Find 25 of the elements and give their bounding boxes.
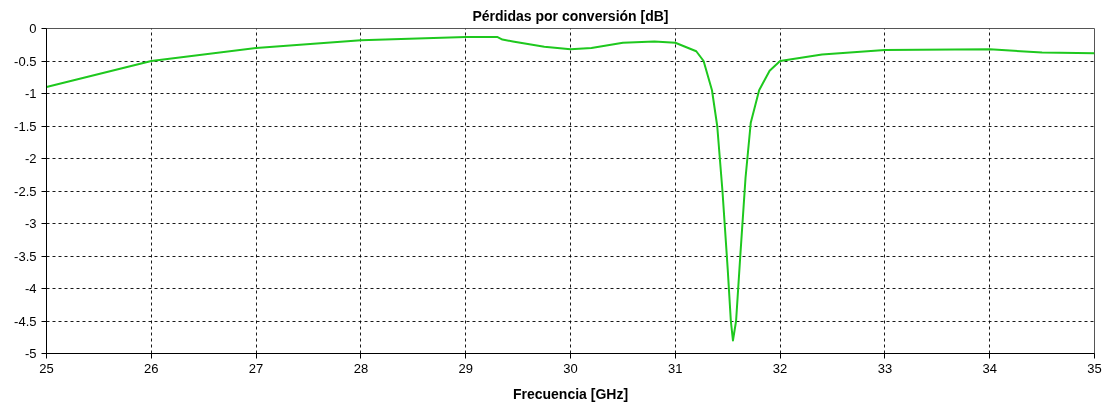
y-tick-label: -3.5: [14, 248, 37, 264]
y-tick-label: -3: [24, 216, 37, 231]
x-tick-label: 25: [39, 360, 54, 376]
x-tick-label: 26: [144, 360, 159, 376]
y-tick-label: -2.5: [14, 183, 37, 199]
y-tick-label: -0.5: [14, 53, 37, 69]
x-tick-label: 31: [668, 360, 683, 376]
x-tick-label: 34: [982, 360, 997, 376]
chart-title: Pérdidas por conversión [dB]: [472, 7, 669, 24]
x-tick-label: 33: [877, 360, 893, 376]
y-tick-label: 0: [29, 21, 37, 36]
x-tick-label: 27: [248, 360, 264, 376]
y-tick-label: -5: [24, 346, 37, 361]
x-tick-label: 28: [353, 360, 369, 376]
y-tick-label: -4: [24, 281, 37, 296]
x-tick-label: 30: [563, 360, 578, 376]
line-series: [46, 35, 1095, 342]
x-axis-title: Frecuencia [GHz]: [512, 385, 629, 402]
y-tick-label: -1: [24, 86, 37, 101]
x-tick-label: 32: [772, 360, 788, 376]
x-tick-label: 35: [1087, 360, 1102, 376]
y-tick-label: -4.5: [14, 313, 37, 329]
x-tick-label: 29: [458, 360, 473, 376]
y-tick-label: -1.5: [14, 118, 37, 134]
y-tick-label: -2: [24, 151, 37, 166]
